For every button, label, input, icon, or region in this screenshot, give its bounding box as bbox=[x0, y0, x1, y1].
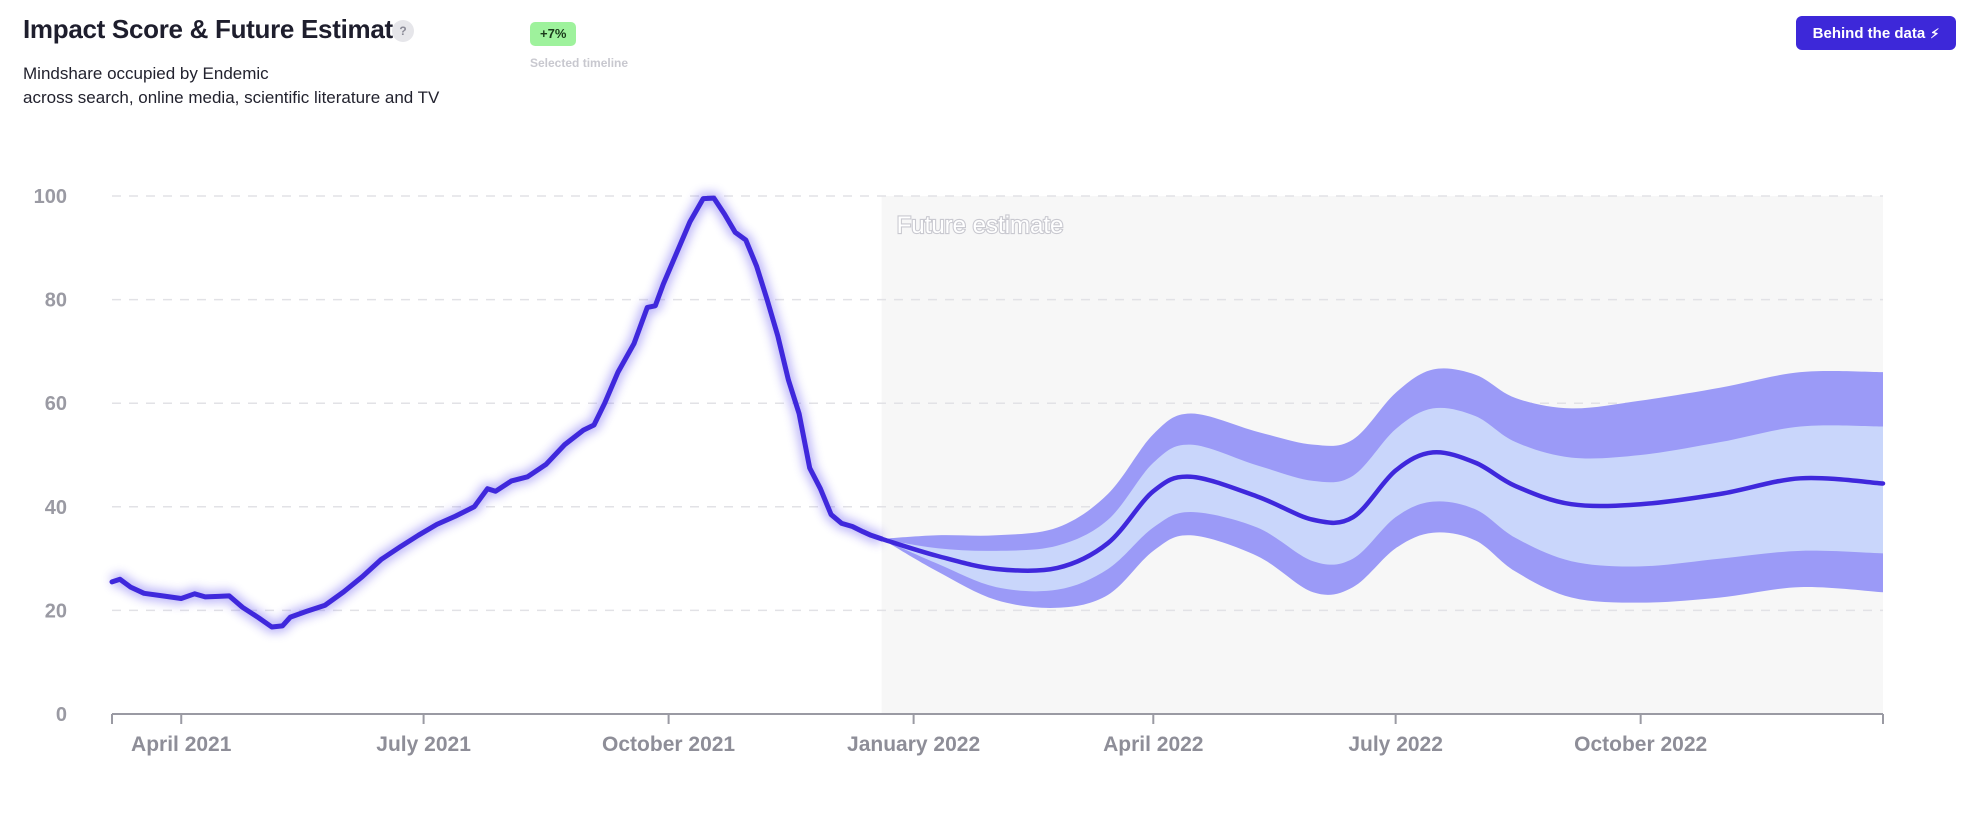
behind-the-data-button[interactable]: Behind the data ⚡︎ bbox=[1796, 16, 1956, 50]
subtitle-line-2: across search, online media, scientific … bbox=[23, 88, 440, 107]
subtitle-line-1: Mindshare occupied by Endemic bbox=[23, 64, 269, 83]
y-tick-label: 100 bbox=[34, 186, 67, 208]
y-tick-label: 60 bbox=[45, 393, 67, 415]
y-tick-label: 20 bbox=[45, 600, 67, 622]
forecast-line bbox=[879, 450, 1886, 574]
forecast-inner-band bbox=[881, 407, 1883, 592]
badge-caption: Selected timeline bbox=[530, 56, 629, 70]
y-tick-label: 80 bbox=[45, 290, 67, 312]
change-badge: +7% bbox=[530, 22, 577, 46]
future-estimate-label: Future estimate bbox=[897, 212, 1064, 239]
page-title: Impact Score & Future Estimate bbox=[23, 14, 407, 44]
x-tick-label: April 2022 bbox=[1103, 733, 1203, 756]
x-tick-label: April 2021 bbox=[131, 733, 232, 756]
lightning-icon: ⚡︎ bbox=[1930, 25, 1940, 41]
chart-header: Impact Score & Future Estimate ? Mindsha… bbox=[0, 0, 1976, 120]
chart-subtitle: Mindshare occupied by Endemic across sea… bbox=[23, 62, 439, 110]
chart-gridlines bbox=[112, 195, 1883, 612]
chart-axes: 0 20 40 60 80 100 April 2021 July 2021 October 2… bbox=[34, 186, 1884, 756]
y-tick-label: 0 bbox=[56, 704, 67, 726]
x-tick-label: January 2022 bbox=[847, 733, 980, 756]
x-tick-label: July 2021 bbox=[376, 733, 471, 756]
x-tick-label: October 2022 bbox=[1574, 733, 1707, 756]
chart-lines bbox=[109, 192, 1886, 633]
history-line-glow bbox=[110, 192, 884, 633]
history-line bbox=[109, 195, 885, 630]
x-tick-label: July 2022 bbox=[1348, 733, 1443, 756]
help-icon[interactable]: ? bbox=[392, 20, 414, 42]
behind-the-data-label: Behind the data bbox=[1812, 24, 1926, 42]
y-tick-label: 40 bbox=[45, 497, 67, 519]
x-tick-label: October 2021 bbox=[602, 733, 735, 756]
